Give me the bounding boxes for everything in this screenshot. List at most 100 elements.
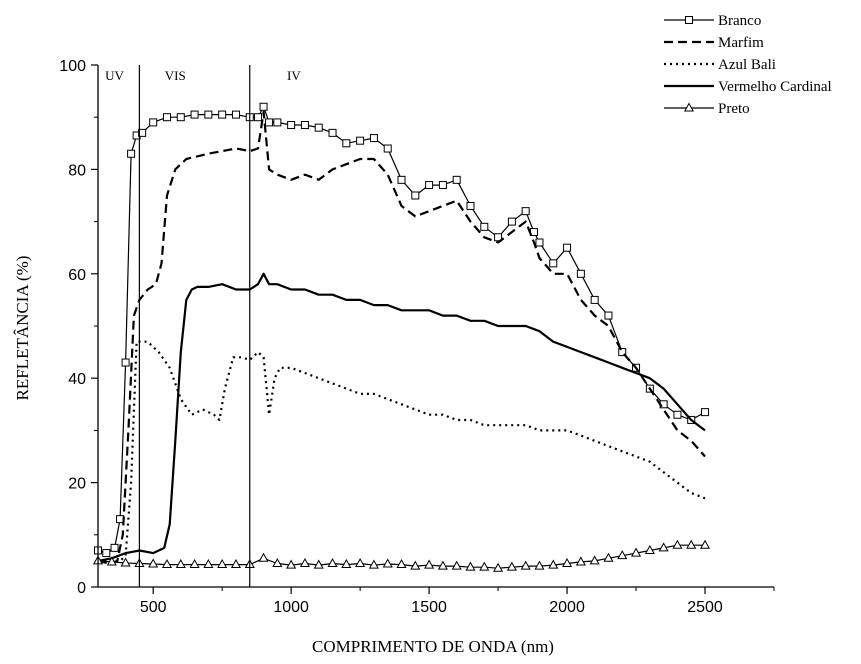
data-point [121,358,130,367]
data-point [258,552,269,562]
data-point [604,311,613,320]
data-point [425,181,434,190]
data-point [549,259,558,268]
data-point [265,118,274,127]
data-point [369,134,378,143]
data-point [286,559,297,569]
data-point [521,207,530,216]
data-point [161,559,173,569]
legend-label: Marfim [718,35,764,51]
data-point [563,243,572,252]
x-tick-label: 1000 [273,599,309,616]
data-point [686,539,697,549]
data-point [437,560,448,570]
x-axis-title: COMPRIMENTO DE ONDA (nm) [312,637,554,656]
data-point [341,559,352,569]
data-point [701,408,710,417]
series-line [97,106,706,554]
data-point [138,128,147,137]
data-point [272,557,283,568]
data-point [562,557,573,568]
data-point [356,136,365,145]
data-point [397,175,406,184]
data-point [189,559,200,569]
data-point [507,217,516,226]
data-point [699,539,711,549]
data-point [149,118,158,127]
legend-label: Vermelho Cardinal [718,79,832,95]
data-point [300,121,309,130]
series-preto [92,539,711,572]
data-point [410,560,421,570]
x-tick-label: 2500 [687,599,723,616]
data-point [465,561,476,571]
data-point [479,561,490,571]
data-point [176,113,185,122]
data-point [589,555,600,565]
data-point [493,562,504,572]
data-point [313,559,324,569]
data-point [287,121,296,130]
data-point [494,233,503,242]
data-point [355,557,366,568]
data-point [299,557,310,568]
data-point [520,560,531,570]
legend-marker [685,16,693,24]
region-label: UV [105,68,124,83]
data-point [535,238,544,247]
x-tick-label: 500 [140,599,167,616]
data-point [438,181,447,190]
data-point [466,201,475,210]
data-point [590,295,599,304]
data-point [230,559,242,569]
y-tick-label: 40 [68,371,86,388]
legend-item: Preto [664,101,750,117]
x-tick-label: 1500 [411,599,447,616]
data-point [259,102,268,111]
data-point [480,222,489,231]
data-point [175,559,186,569]
data-point [452,175,461,184]
data-point [617,550,628,560]
data-point [576,269,585,278]
data-point [411,191,420,200]
data-point [672,539,683,549]
y-tick-label: 100 [59,58,86,75]
series-branco [94,102,710,558]
series-line [97,272,706,562]
data-point [203,559,214,569]
data-point [396,559,407,569]
data-point [127,149,136,158]
data-point [548,559,559,569]
data-point [110,543,119,552]
data-point [534,560,545,570]
data-point [254,113,263,122]
legend-label: Azul Bali [718,57,776,73]
data-point [451,560,462,570]
data-point [217,559,228,569]
data-point [383,144,392,153]
data-point [120,557,131,567]
series-line [97,110,706,565]
data-point [328,128,337,137]
y-tick-label: 0 [77,580,86,597]
data-point [658,542,669,552]
y-tick-label: 80 [68,162,86,179]
region-label: IV [287,68,301,83]
data-point [190,110,199,119]
data-point [327,557,338,568]
data-point [575,556,586,566]
x-tick-label: 2000 [549,599,585,616]
data-point [424,559,435,569]
data-point [630,547,642,557]
legend-label: Branco [718,13,761,29]
legend-item: Marfim [664,35,764,51]
plot-area [92,102,711,572]
data-point [148,558,159,568]
legend-item: Branco [664,13,761,29]
data-point [314,123,323,132]
region-dividers: UV VIS IV [105,65,301,587]
data-point [618,348,627,357]
